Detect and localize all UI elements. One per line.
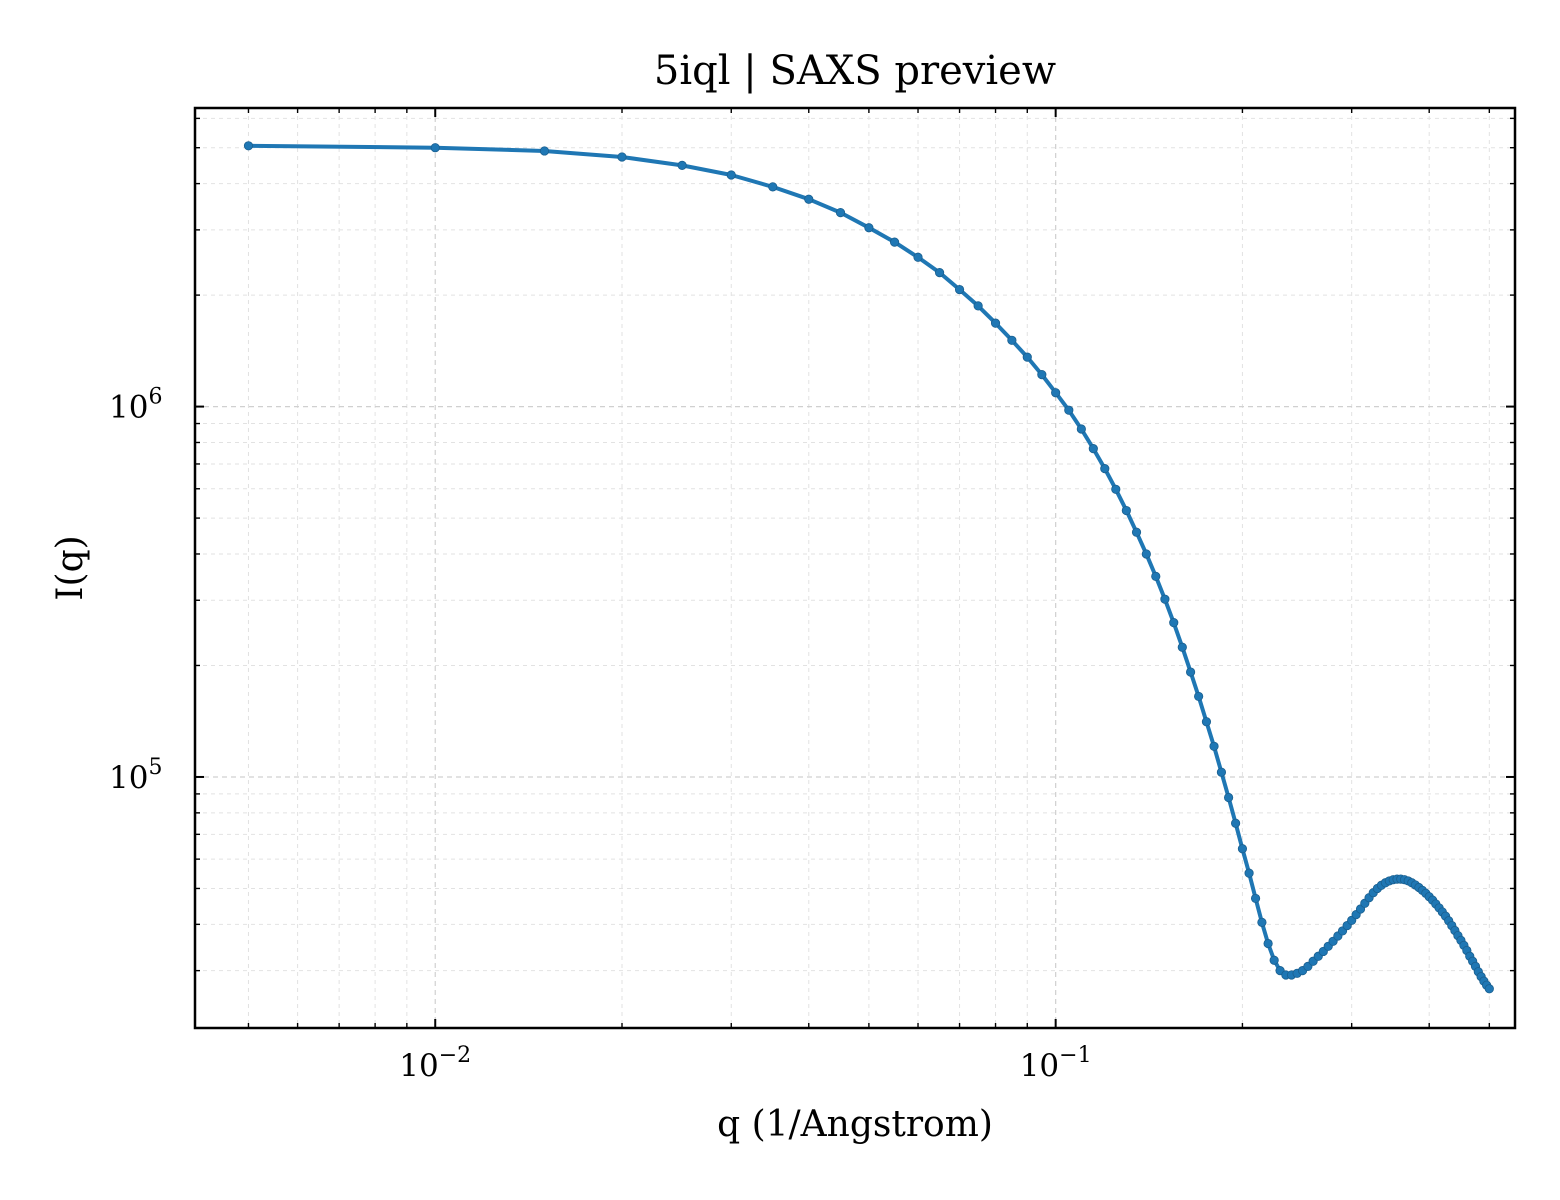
data-point — [1263, 938, 1273, 949]
data-point — [1051, 388, 1061, 398]
data-point — [1194, 691, 1204, 702]
data-point — [1484, 984, 1494, 994]
data-point — [1257, 917, 1267, 927]
x-axis-label: q (1/Angstrom) — [717, 1104, 993, 1145]
data-point — [804, 194, 814, 204]
data-series — [243, 141, 1494, 994]
data-point — [1269, 955, 1279, 965]
data-point — [1237, 844, 1248, 854]
data-point — [1231, 818, 1241, 828]
data-point — [913, 252, 923, 262]
data-point — [726, 170, 736, 180]
data-point — [1224, 792, 1234, 803]
data-point — [1121, 505, 1131, 516]
data-point — [243, 141, 254, 151]
data-point — [1076, 424, 1086, 434]
data-point — [1185, 667, 1196, 677]
x-tick-label: 10−1 — [1020, 1043, 1092, 1084]
data-point — [1201, 717, 1212, 727]
axis-ticks — [195, 108, 1515, 1028]
data-point — [617, 152, 627, 162]
data-point — [934, 268, 945, 278]
data-point — [677, 160, 687, 170]
chart-title: 5iql | SAXS preview — [654, 48, 1056, 94]
data-point — [954, 284, 965, 295]
data-point — [1209, 741, 1219, 751]
data-point — [1244, 868, 1254, 878]
data-point — [1037, 370, 1047, 380]
tick-labels: 10−2 10−1 105 106 — [109, 385, 1092, 1084]
data-point — [1111, 484, 1121, 494]
data-point — [430, 143, 440, 153]
data-point — [1250, 893, 1261, 904]
data-point — [889, 237, 900, 247]
data-point — [1169, 618, 1179, 628]
data-point — [1177, 642, 1187, 652]
y-axis-label: I(q) — [50, 535, 91, 600]
plot-frame — [193, 106, 1517, 1030]
data-point — [1151, 571, 1161, 581]
x-tick-label: 10−2 — [399, 1043, 471, 1084]
data-point — [1160, 594, 1170, 604]
data-point — [539, 146, 550, 156]
y-tick-label: 106 — [109, 385, 162, 426]
data-point — [1216, 767, 1227, 777]
data-point — [1007, 335, 1017, 345]
data-point — [1141, 549, 1151, 559]
data-point — [1064, 405, 1074, 415]
data-point — [1100, 464, 1110, 474]
data-point — [1088, 444, 1098, 454]
data-point — [768, 182, 778, 192]
y-tick-label: 105 — [109, 755, 162, 796]
data-point — [1022, 352, 1032, 362]
data-point — [973, 301, 983, 311]
data-point — [864, 223, 874, 233]
data-point — [1131, 527, 1142, 537]
data-point — [835, 208, 846, 218]
data-point — [990, 318, 1001, 328]
